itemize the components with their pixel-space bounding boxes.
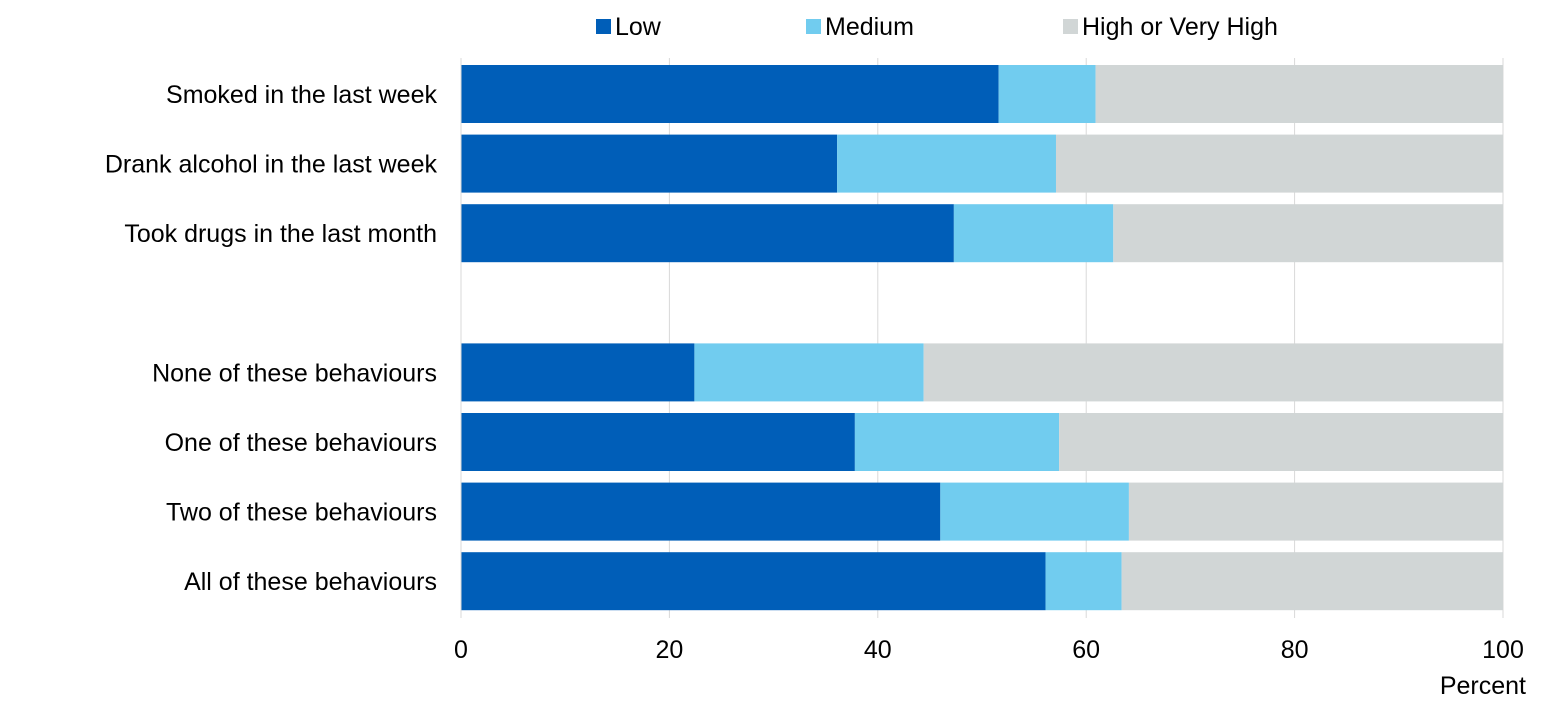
- legend: Low Medium High or Very High: [596, 13, 1278, 41]
- category-label: Drank alcohol in the last week: [105, 151, 438, 179]
- bar-segment-medium: [854, 413, 1060, 471]
- bar-segment-medium: [940, 482, 1129, 541]
- bar-segment-high-or-very-high: [1059, 413, 1503, 471]
- bar-segment-high-or-very-high: [1121, 552, 1503, 611]
- category-label: Smoked in the last week: [166, 81, 437, 109]
- bar-segment-medium: [837, 134, 1056, 193]
- bar-segment-medium: [1045, 552, 1122, 611]
- bar-segment-high-or-very-high: [1113, 204, 1503, 263]
- legend-label: High or Very High: [1082, 13, 1278, 41]
- bar-segment-high-or-very-high: [1055, 134, 1503, 193]
- bar-segment-low: [461, 134, 838, 193]
- x-tick-label: 40: [864, 636, 892, 664]
- x-tick-label: 20: [655, 636, 683, 664]
- x-tick-label: 80: [1281, 636, 1309, 664]
- x-tick-label: 0: [454, 636, 468, 664]
- bar-segment-low: [461, 65, 999, 123]
- x-tick-label: 100: [1482, 636, 1524, 664]
- bars: [461, 65, 1503, 611]
- legend-swatch: [596, 19, 611, 34]
- category-label: Two of these behaviours: [166, 499, 437, 527]
- legend-swatch: [806, 19, 821, 34]
- legend-label: Low: [615, 13, 662, 41]
- category-label: Took drugs in the last month: [124, 220, 437, 248]
- bar-segment-low: [461, 413, 855, 471]
- legend-label: Medium: [825, 13, 914, 41]
- bar-segment-medium: [953, 204, 1114, 263]
- bar-segment-low: [461, 343, 695, 402]
- legend-swatch: [1063, 19, 1078, 34]
- bar-segment-high-or-very-high: [1128, 482, 1503, 541]
- bar-segment-high-or-very-high: [923, 343, 1503, 402]
- category-label: All of these behaviours: [184, 568, 437, 596]
- axes: 0 20 40 60 80 100 Smoked in the last week Drank…: [105, 58, 1524, 664]
- bar-segment-low: [461, 204, 954, 263]
- bar-segment-medium: [998, 65, 1096, 123]
- bar-segment-high-or-very-high: [1095, 65, 1503, 123]
- category-label: None of these behaviours: [152, 359, 437, 387]
- bar-segment-medium: [694, 343, 924, 402]
- bar-segment-low: [461, 482, 941, 541]
- bar-segment-low: [461, 552, 1046, 611]
- x-axis-title: Percent: [1440, 672, 1526, 700]
- category-label: One of these behaviours: [165, 429, 437, 457]
- x-tick-label: 60: [1072, 636, 1100, 664]
